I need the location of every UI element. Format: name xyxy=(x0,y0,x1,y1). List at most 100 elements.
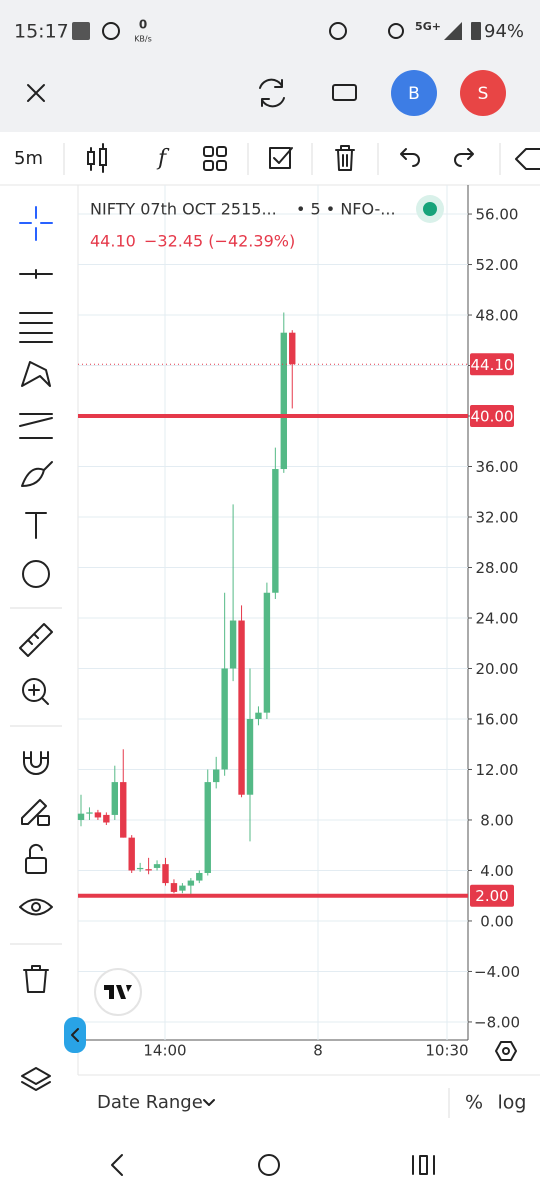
last-price: 44.10 xyxy=(90,232,136,251)
logo-mark xyxy=(104,985,132,999)
y-tick-label: 28.00 xyxy=(476,559,519,577)
fullscreen-button[interactable] xyxy=(332,84,357,101)
price-change: −32.45 (−42.39%) xyxy=(144,232,295,251)
lock-drawing-tool[interactable] xyxy=(21,799,47,825)
refresh-button[interactable] xyxy=(259,78,285,108)
more-button[interactable] xyxy=(515,148,540,170)
line-tool[interactable] xyxy=(19,269,53,279)
log-button[interactable]: log xyxy=(498,1092,527,1114)
avatar-b-label: B xyxy=(408,84,420,104)
chart-subtitle: • 5 • NFO-... xyxy=(296,200,396,219)
status-time: 15:17 xyxy=(14,21,69,43)
candle-body xyxy=(145,869,152,871)
x-tick-label: 14:00 xyxy=(143,1042,186,1060)
select-button[interactable] xyxy=(269,147,293,169)
candle-body xyxy=(153,864,161,868)
candle-body xyxy=(289,332,296,365)
prediction-tool[interactable] xyxy=(19,413,53,439)
candle-body xyxy=(204,782,211,873)
delete-button[interactable] xyxy=(335,145,355,171)
candle-body xyxy=(120,782,127,838)
emoji-tool[interactable] xyxy=(22,560,50,588)
avatar-b[interactable] xyxy=(391,70,437,116)
remove-tool[interactable] xyxy=(23,965,49,993)
candle-body xyxy=(246,718,254,795)
x-tick-label: 8 xyxy=(313,1042,323,1060)
x-tick-label: 10:30 xyxy=(425,1042,468,1060)
price-line-tag xyxy=(470,884,514,907)
pattern-tool[interactable] xyxy=(21,361,51,387)
candle-body xyxy=(179,885,186,891)
header-bg xyxy=(0,0,540,132)
indicators-button[interactable]: f xyxy=(156,146,170,171)
nav-home[interactable] xyxy=(258,1154,280,1176)
candle-body xyxy=(94,812,102,818)
candle-body xyxy=(263,592,271,713)
y-tick-label: 12.00 xyxy=(476,761,519,779)
unlock-tool[interactable] xyxy=(25,857,47,874)
candle-body xyxy=(187,880,195,886)
candle-body xyxy=(255,712,262,719)
y-tick-label: −8.00 xyxy=(474,1013,520,1031)
undo-button[interactable] xyxy=(400,148,420,167)
nav-bar xyxy=(0,1134,540,1199)
y-tick-label: 36.00 xyxy=(476,458,519,476)
alarm-icon xyxy=(102,22,120,40)
grid xyxy=(78,185,472,1040)
layers-button[interactable] xyxy=(21,1067,51,1091)
battery-icon xyxy=(471,22,481,40)
status-network: 5G+ xyxy=(415,20,441,33)
candle-body xyxy=(86,812,93,814)
candle-body xyxy=(162,864,169,884)
nav-recents[interactable] xyxy=(412,1155,435,1175)
price-line-label: 2.00 xyxy=(475,887,508,905)
avatar-s-label: S xyxy=(478,84,489,104)
candle-body xyxy=(136,867,144,870)
fib-tool[interactable] xyxy=(19,312,53,343)
candle-body xyxy=(103,814,110,823)
y-tick-label: 24.00 xyxy=(476,609,519,627)
market-status-dot xyxy=(423,202,437,216)
toggle-arrow xyxy=(71,1028,79,1042)
date-range-button[interactable]: Date Range xyxy=(97,1092,203,1113)
y-tick-label: 16.00 xyxy=(476,710,519,728)
status-speed: 0 xyxy=(139,18,147,32)
avatar-s[interactable] xyxy=(460,70,506,116)
y-tick-label: 52.00 xyxy=(476,256,519,274)
crosshair-tool[interactable] xyxy=(19,206,53,241)
close-button[interactable] xyxy=(27,84,45,102)
tradingview-logo[interactable] xyxy=(94,968,142,1016)
visibility-tool[interactable] xyxy=(19,898,53,916)
candle-body xyxy=(111,782,118,815)
candle-body xyxy=(128,837,135,871)
signal-icon xyxy=(444,22,462,40)
interval-button[interactable]: 5m xyxy=(14,148,43,169)
templates-button[interactable] xyxy=(203,146,227,171)
drawing-tools xyxy=(19,206,53,1091)
candle-body xyxy=(221,668,228,770)
side-panel-toggle[interactable] xyxy=(64,1017,86,1053)
candle-body xyxy=(170,883,178,892)
brush-tool[interactable] xyxy=(21,461,53,487)
ruler-tool[interactable] xyxy=(19,623,53,657)
zoom-tool[interactable] xyxy=(22,678,46,702)
redo-button[interactable] xyxy=(454,148,474,167)
status-icon xyxy=(72,22,90,40)
y-tick-label: −4.00 xyxy=(474,963,520,981)
price-line-tag xyxy=(470,405,514,428)
candle-body xyxy=(77,813,85,820)
candle-body xyxy=(196,872,203,881)
hotspot-icon xyxy=(388,23,404,39)
settings-button[interactable] xyxy=(495,1041,517,1061)
nav-back[interactable] xyxy=(111,1154,123,1176)
dropdown-arrow xyxy=(203,1099,215,1106)
percent-button[interactable]: % xyxy=(465,1092,483,1114)
candle-body xyxy=(280,332,287,470)
plot xyxy=(77,312,468,898)
candle-body xyxy=(272,469,279,593)
magnet-tool[interactable] xyxy=(23,751,49,775)
text-tool[interactable] xyxy=(25,512,47,539)
alarm-icon xyxy=(329,22,347,40)
y-tick-label: 56.00 xyxy=(476,206,519,224)
